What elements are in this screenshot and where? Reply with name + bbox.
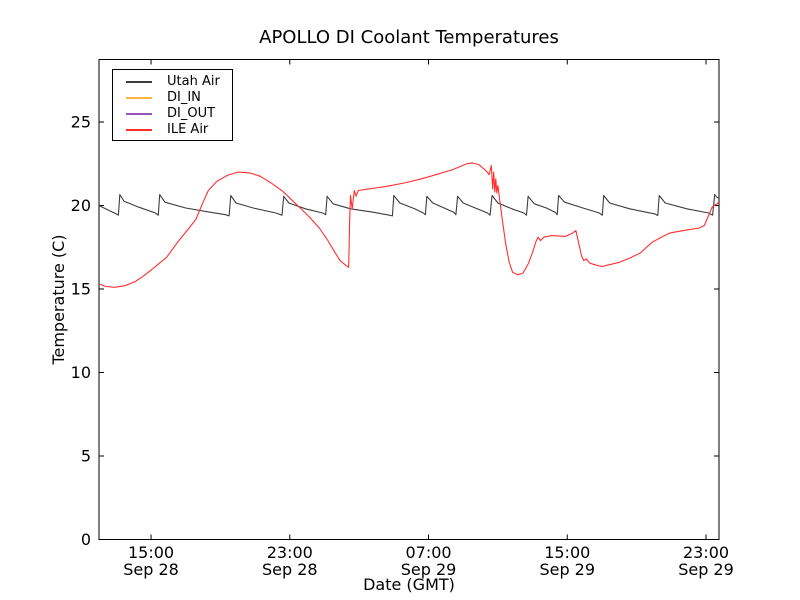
legend-line-swatch-di-in xyxy=(126,97,152,99)
x-tick-label-time: 15:00 xyxy=(128,543,174,562)
x-tick-label-time: 23:00 xyxy=(267,543,313,562)
x-tick-label-date: Sep 29 xyxy=(678,560,734,579)
chart-title: APOLLO DI Coolant Temperatures xyxy=(259,27,559,48)
legend-item-ile-air: ILE Air xyxy=(126,122,232,138)
x-axis-label: Date (GMT) xyxy=(363,575,455,594)
y-tick-label: 5 xyxy=(81,447,91,466)
y-axis-label: Temperature (C) xyxy=(49,234,68,365)
legend: Utah Air DI_IN DI_OUT ILE Air xyxy=(112,69,233,141)
x-tick-label-date: Sep 29 xyxy=(401,560,457,579)
x-tick-label-date: Sep 28 xyxy=(123,560,179,579)
x-tick-label-time: 07:00 xyxy=(405,543,451,562)
series-line-ile-air xyxy=(98,162,720,288)
y-tick-label: 0 xyxy=(81,530,91,549)
x-tick-label-time: 15:00 xyxy=(544,543,590,562)
y-tick-label: 25 xyxy=(71,113,91,132)
legend-line-swatch-di-out xyxy=(126,113,152,115)
series-line-utah-air xyxy=(98,194,720,217)
legend-item-di-out: DI_OUT xyxy=(126,106,232,122)
legend-label: Utah Air xyxy=(167,74,220,89)
legend-label: DI_OUT xyxy=(167,106,216,121)
plot-frame xyxy=(98,59,720,540)
y-tick-label: 10 xyxy=(71,363,91,382)
x-tick-label-date: Sep 29 xyxy=(539,560,595,579)
legend-label: DI_IN xyxy=(167,90,201,105)
series-layer xyxy=(98,162,720,288)
legend-line-swatch-ile-air xyxy=(126,129,152,131)
legend-item-utah-air: Utah Air xyxy=(126,74,232,90)
y-tick-label: 20 xyxy=(71,196,91,215)
y-tick-label: 15 xyxy=(71,280,91,299)
x-tick-label-date: Sep 28 xyxy=(262,560,318,579)
legend-item-di-in: DI_IN xyxy=(126,90,232,106)
legend-label: ILE Air xyxy=(167,122,209,137)
x-tick-label-time: 23:00 xyxy=(683,543,729,562)
legend-line-swatch-utah-air xyxy=(126,81,152,83)
